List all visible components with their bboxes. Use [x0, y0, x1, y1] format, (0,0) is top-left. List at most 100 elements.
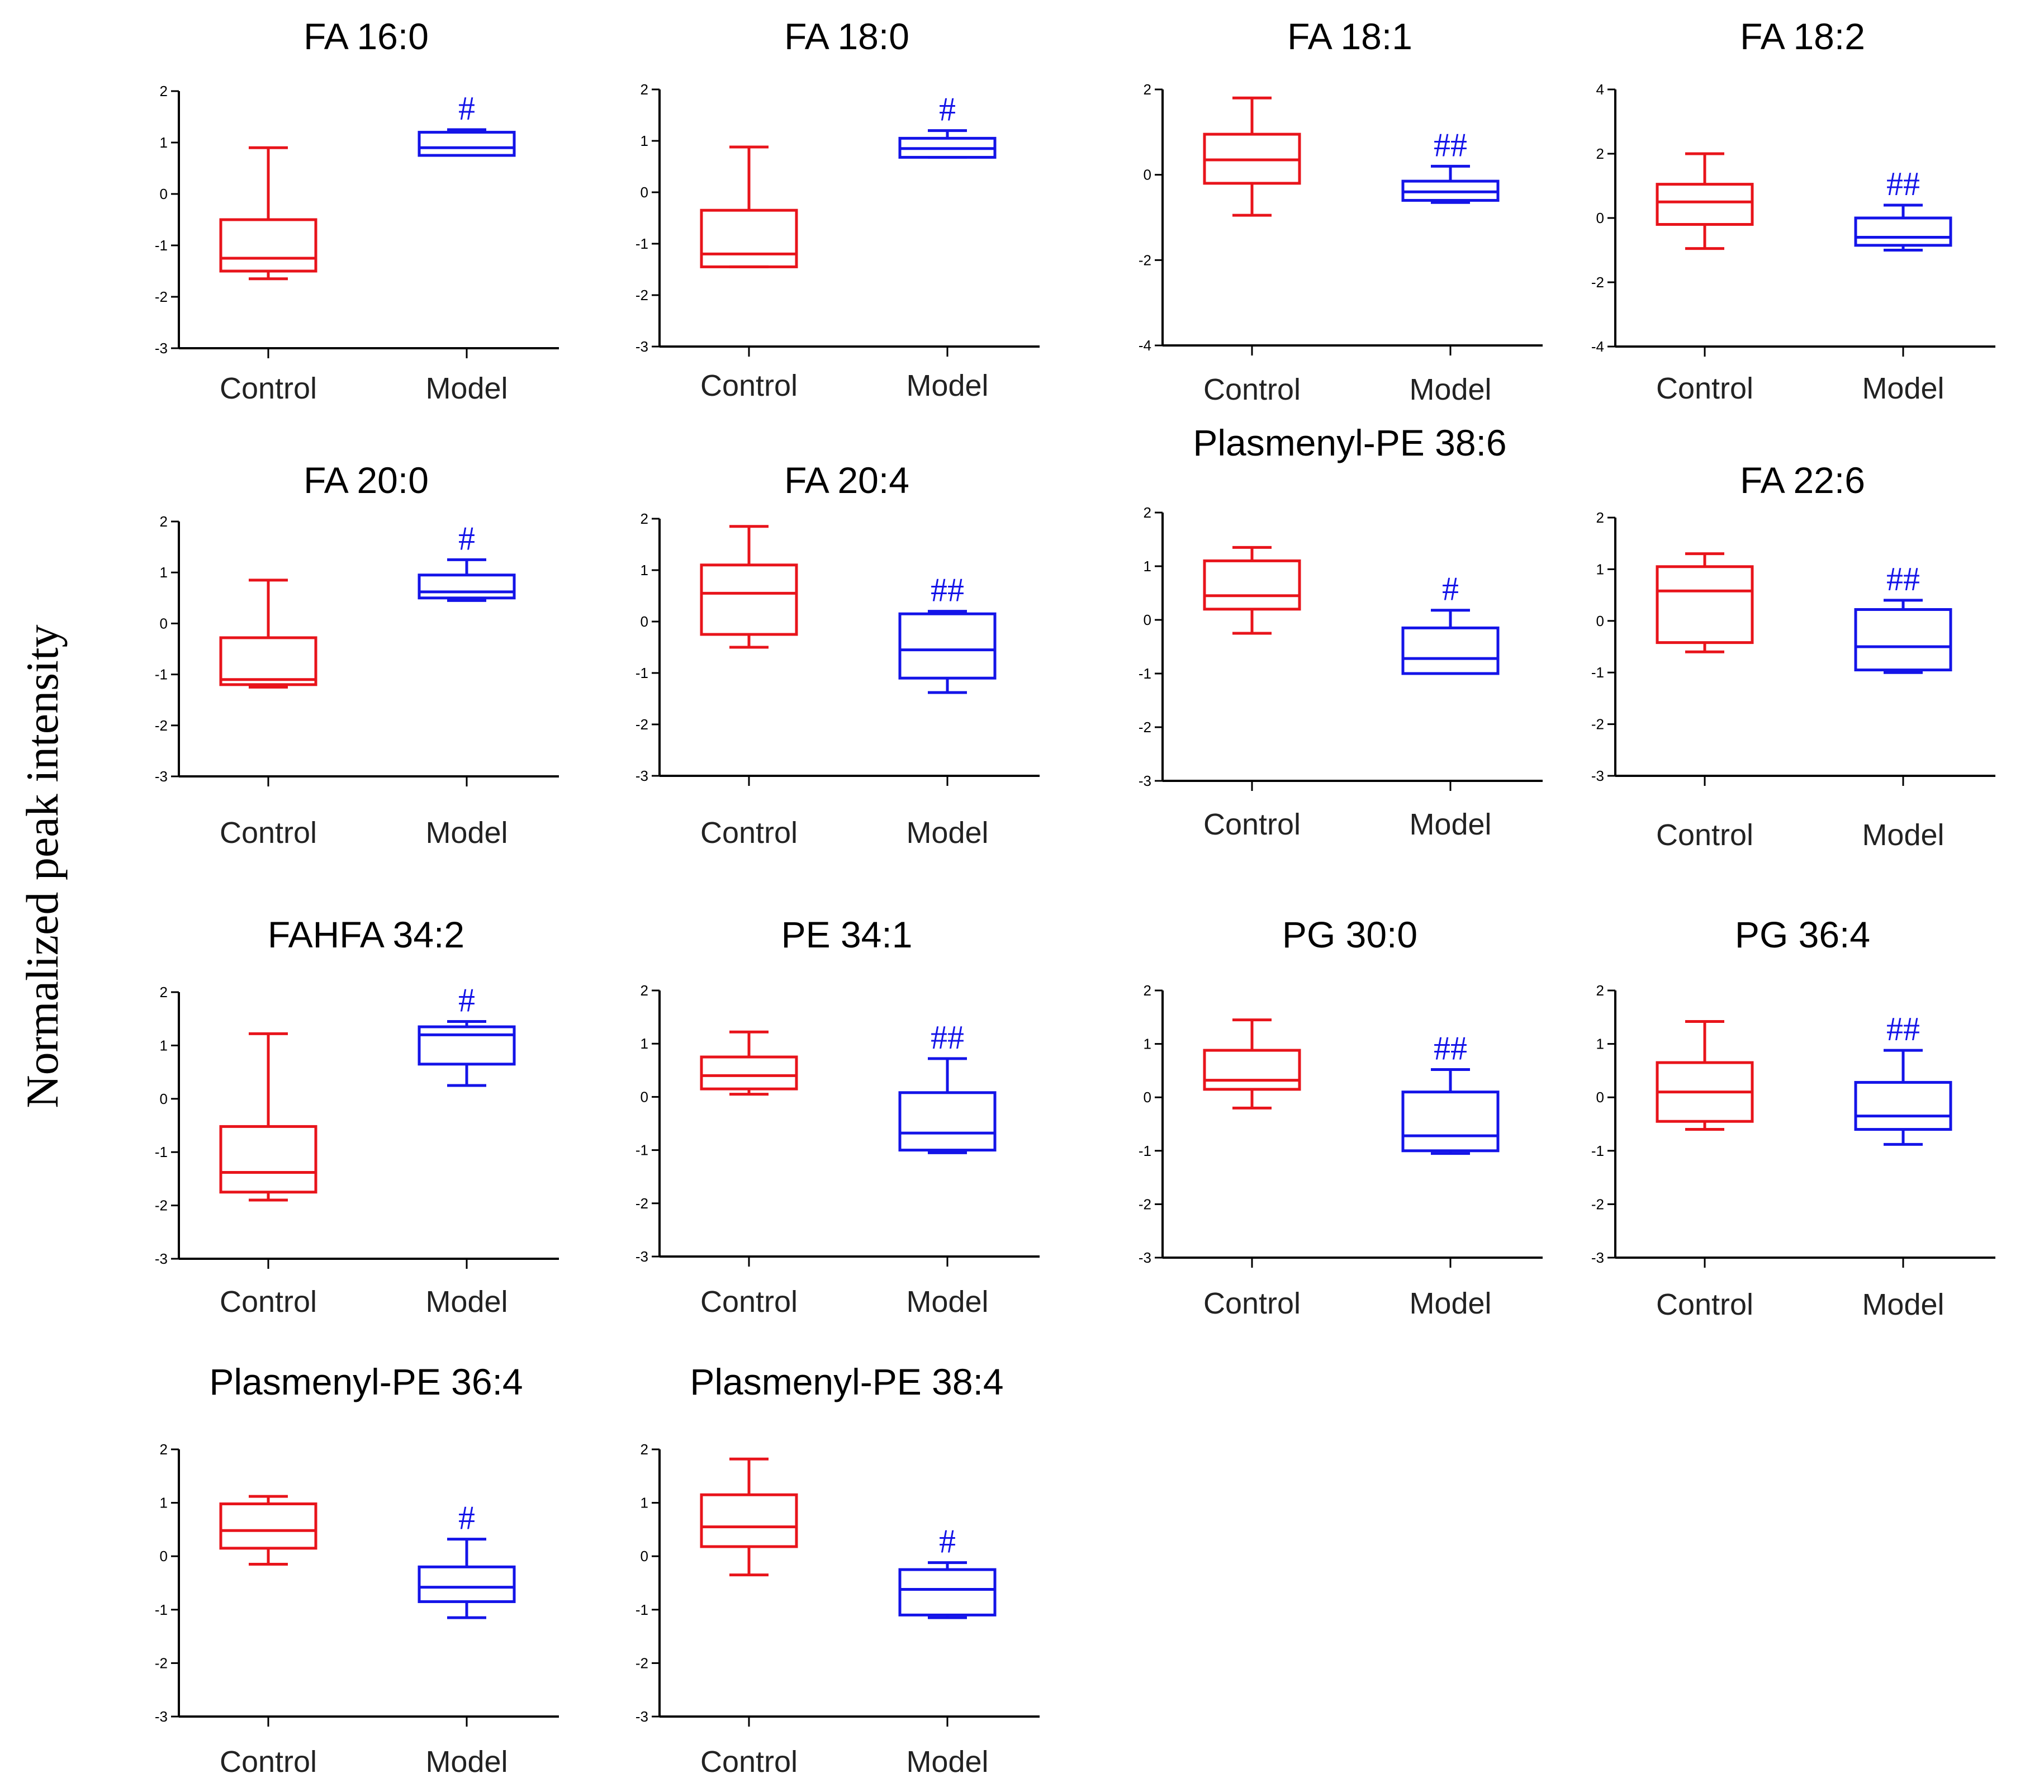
model-box: ##	[898, 1019, 997, 1154]
y-tick-label: -3	[155, 1708, 168, 1725]
model-box: ##	[898, 572, 997, 694]
y-tick-label: -2	[1139, 252, 1151, 268]
y-tick-label: -1	[636, 665, 648, 681]
category-label: Control	[1203, 373, 1301, 406]
panel-title: FA 20:0	[303, 459, 429, 501]
y-tick-label: 1	[160, 564, 168, 581]
chart-panel: PG 36:4 2 1 0 -1 -2 -3 Control Model ##	[1591, 914, 1995, 1321]
y-tick-label: 0	[641, 613, 648, 630]
y-tick-label: -2	[155, 1654, 168, 1671]
panel-title: FAHFA 34:2	[268, 914, 464, 955]
y-tick-label: -4	[1139, 337, 1151, 354]
y-tick-label: 1	[641, 1035, 648, 1052]
control-box	[1203, 1018, 1301, 1110]
y-tick-label: -1	[155, 1144, 168, 1160]
iqr-box	[1656, 565, 1754, 644]
y-tick-label: 2	[1596, 145, 1604, 162]
iqr-box	[1203, 559, 1301, 611]
panel-title: FA 18:1	[1287, 16, 1412, 57]
significance-marker: ##	[931, 1019, 964, 1056]
significance-marker: #	[939, 1523, 956, 1560]
y-tick-label: 0	[1144, 1089, 1151, 1106]
y-tick-label: -1	[155, 237, 168, 254]
chart-panel: FA 20:4 2 1 0 -1 -2 -3 Control Model ##	[636, 459, 1040, 850]
category-label: Control	[1656, 372, 1753, 405]
y-tick-label: -3	[636, 338, 648, 355]
control-box	[1203, 546, 1301, 635]
model-box: #	[418, 90, 516, 157]
panel-title: PG 30:0	[1282, 914, 1417, 955]
iqr-box	[1656, 183, 1754, 226]
y-tick-label: -3	[1139, 772, 1151, 789]
category-label: Control	[1203, 1287, 1301, 1320]
chart-panel: FA 16:0 2 1 0 -1 -2 -3 Control Model #	[155, 16, 559, 405]
y-tick-label: 2	[1144, 81, 1151, 98]
panel-title: PG 36:4	[1735, 914, 1870, 955]
category-label: Control	[1203, 808, 1301, 841]
significance-marker: ##	[1886, 561, 1920, 598]
iqr-box	[418, 1025, 516, 1066]
y-tick-label: 2	[160, 83, 168, 99]
y-tick-label: 2	[160, 984, 168, 1001]
y-tick-label: -3	[1591, 767, 1604, 784]
y-tick-label: -2	[1591, 1196, 1604, 1212]
model-box: ##	[1854, 1011, 1952, 1146]
category-label: Model	[906, 369, 988, 402]
significance-marker: ##	[1434, 126, 1467, 163]
iqr-box	[418, 131, 516, 157]
iqr-box	[898, 1091, 997, 1152]
y-tick-label: -2	[155, 1197, 168, 1214]
y-tick-label: 1	[641, 132, 648, 149]
control-box	[700, 1457, 798, 1577]
category-label: Control	[700, 1745, 798, 1779]
model-box: #	[418, 1500, 516, 1619]
chart-panel: FA 18:0 2 1 0 -1 -2 -3 Control Model #	[636, 16, 1040, 402]
y-tick-label: -2	[1139, 719, 1151, 736]
iqr-box	[418, 573, 516, 600]
y-tick-label: -1	[636, 235, 648, 252]
iqr-box	[1854, 216, 1952, 247]
y-tick-label: 0	[1596, 210, 1604, 226]
y-tick-label: 2	[160, 1441, 168, 1458]
significance-marker: ##	[931, 572, 964, 609]
iqr-box	[1854, 1080, 1952, 1131]
iqr-box	[700, 1055, 798, 1091]
category-label: Control	[700, 1285, 798, 1319]
panel-title: Plasmenyl-PE 36:4	[209, 1361, 523, 1402]
panel-title: FA 20:4	[784, 459, 909, 501]
iqr-box	[219, 218, 317, 273]
control-box	[700, 525, 798, 649]
category-label: Control	[220, 1745, 317, 1779]
category-label: Model	[1409, 1287, 1491, 1320]
y-tick-label: -3	[155, 1250, 168, 1267]
y-tick-label: 0	[641, 184, 648, 201]
control-box	[219, 579, 317, 689]
control-box	[1656, 1020, 1754, 1131]
category-label: Model	[425, 1745, 508, 1779]
y-tick-label: -1	[636, 1142, 648, 1159]
chart-panel: Plasmenyl-PE 38:4 2 1 0 -1 -2 -3 Control Model #	[636, 1361, 1040, 1779]
model-box: #	[418, 982, 516, 1087]
y-tick-label: -2	[636, 716, 648, 733]
y-tick-label: 0	[1596, 613, 1604, 629]
y-tick-label: 0	[641, 1088, 648, 1105]
category-label: Model	[425, 1285, 508, 1319]
significance-marker: ##	[1886, 1011, 1920, 1047]
y-tick-label: 2	[641, 81, 648, 98]
y-tick-label: -3	[636, 1708, 648, 1725]
y-tick-label: -1	[1139, 665, 1151, 682]
significance-marker: #	[458, 1500, 475, 1537]
y-tick-label: 1	[641, 562, 648, 579]
control-box	[1656, 152, 1754, 250]
iqr-box	[418, 1565, 516, 1603]
panel-title: PE 34:1	[781, 914, 913, 955]
panel-title: Plasmenyl-PE 38:4	[690, 1361, 1003, 1402]
category-label: Control	[700, 816, 798, 850]
y-tick-label: 2	[641, 982, 648, 999]
control-box	[700, 1030, 798, 1096]
iqr-box	[700, 1493, 798, 1548]
y-tick-label: -1	[1591, 1142, 1604, 1159]
y-tick-label: 1	[1144, 1036, 1151, 1053]
category-label: Model	[1409, 373, 1491, 406]
y-tick-label: 4	[1596, 81, 1604, 98]
